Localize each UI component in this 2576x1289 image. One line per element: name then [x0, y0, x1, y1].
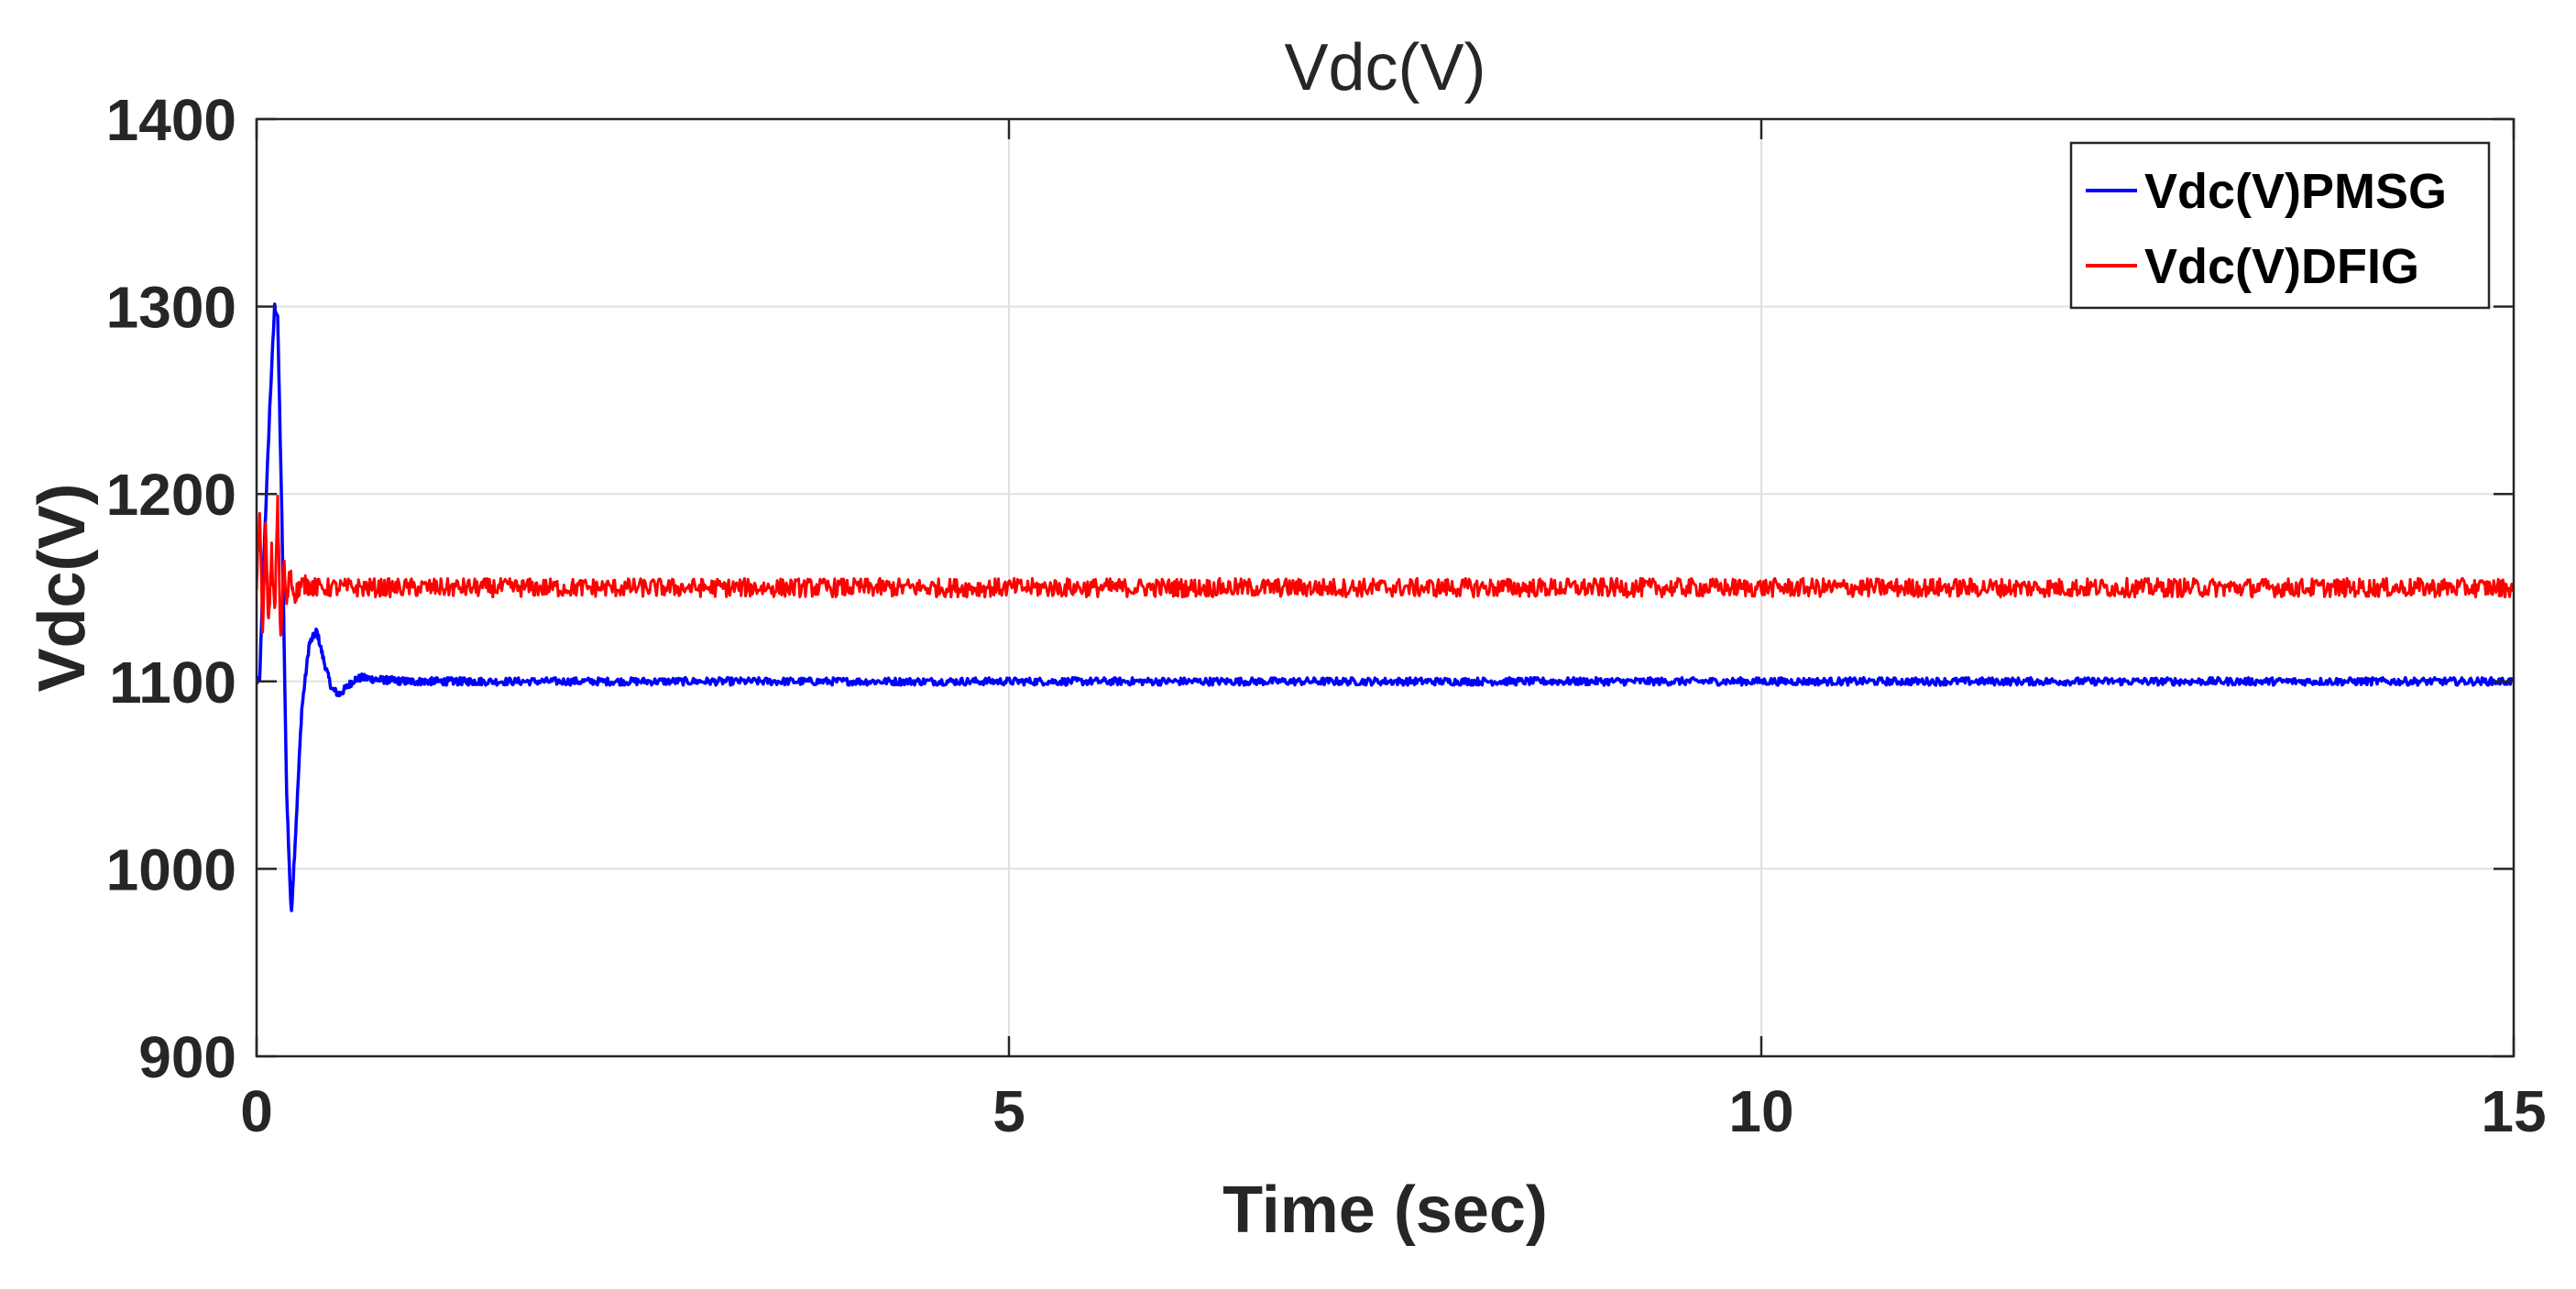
series-line-vdc-v-dfig [257, 495, 2514, 637]
series-layer [257, 302, 2514, 912]
y-tick-label: 900 [138, 1024, 236, 1090]
y-tick-label: 1100 [109, 650, 236, 716]
legend-box [2069, 141, 2491, 310]
legend-entry-label: Vdc(V)DFIG [2144, 239, 2419, 294]
y-tick-label: 1300 [106, 275, 236, 341]
legend-entry-label: Vdc(V)PMSG [2144, 164, 2447, 219]
x-tick-label: 10 [1728, 1078, 1793, 1144]
x-tick-label: 15 [2481, 1078, 2546, 1144]
text-layer: Vdc(V) Time (sec) Vdc(V) [26, 31, 1548, 1247]
axes-layer: 0 5 10 15 900 1000 1100 1200 1300 1400 [106, 87, 2547, 1144]
y-tick-label: 1000 [106, 836, 236, 902]
y-tick-label: 1400 [106, 87, 236, 153]
x-tick-label: 5 [992, 1078, 1025, 1144]
series-line-vdc-v-pmsg [257, 302, 2514, 912]
x-axis-label: Time (sec) [1222, 1174, 1548, 1247]
legend: Vdc(V)PMSG Vdc(V)DFIG [2069, 141, 2491, 310]
y-axis-label: Vdc(V) [26, 483, 99, 692]
plot-area-frame [255, 117, 2516, 1058]
chart-title: Vdc(V) [1284, 31, 1485, 104]
x-tick-label: 0 [240, 1078, 273, 1144]
y-tick-label: 1200 [106, 462, 236, 528]
